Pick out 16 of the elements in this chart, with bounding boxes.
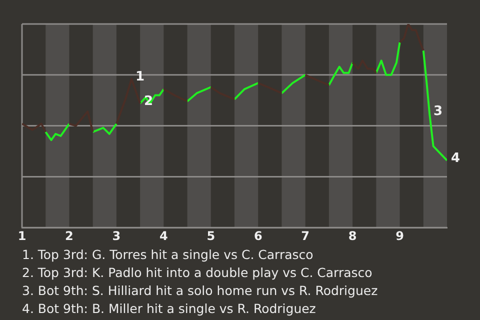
text: 2. Top 3rd: K. Padlo hit into a double play vs C. Carrasco: [22, 264, 374, 282]
x-tick-label: 3: [112, 228, 121, 243]
x-tick-label: 1: [18, 228, 26, 243]
annotation: 1: [136, 69, 145, 84]
annotation: 4: [451, 150, 460, 166]
x-tick-label: 6: [254, 228, 262, 243]
x-tick-label: 9: [396, 228, 404, 243]
x-tick-label: 5: [206, 228, 216, 243]
text: 1. Top 3rd: G. Torres hit a single vs C. Carrasco: [22, 246, 314, 264]
x-tick-label: 2: [65, 228, 74, 243]
x-tick-label: 7: [301, 228, 310, 243]
x-tick-label: 4: [159, 228, 168, 243]
text: 3. Bot 9th: S. Hilliard hit a solo home run vs R. Rodriguez: [22, 282, 379, 300]
text: 4. Bot 9th: B. Miller hit a single vs R. Rodriguez: [22, 300, 317, 318]
annotation: 3: [434, 104, 443, 119]
x-tick-label: 8: [348, 228, 357, 243]
